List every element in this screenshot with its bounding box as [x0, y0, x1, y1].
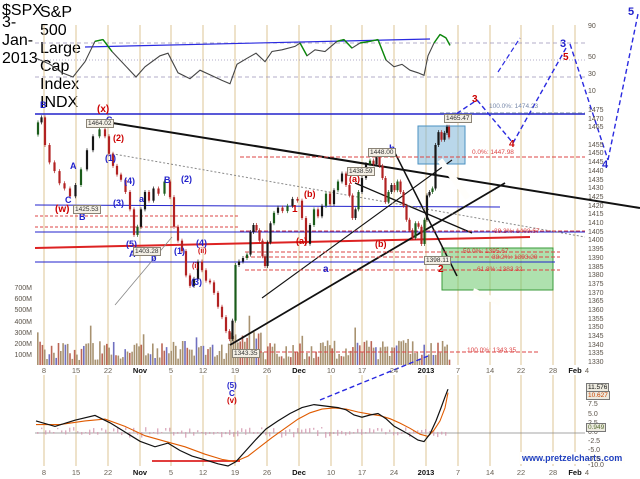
- ticker-symbol: $SPX: [2, 2, 43, 19]
- pretzelcharts-link[interactable]: www.pretzelcharts.com: [519, 452, 626, 464]
- ticker-description: S&P 500 Large Cap Index INDX: [40, 4, 81, 111]
- chart-date: 3-Jan-2013: [2, 14, 38, 67]
